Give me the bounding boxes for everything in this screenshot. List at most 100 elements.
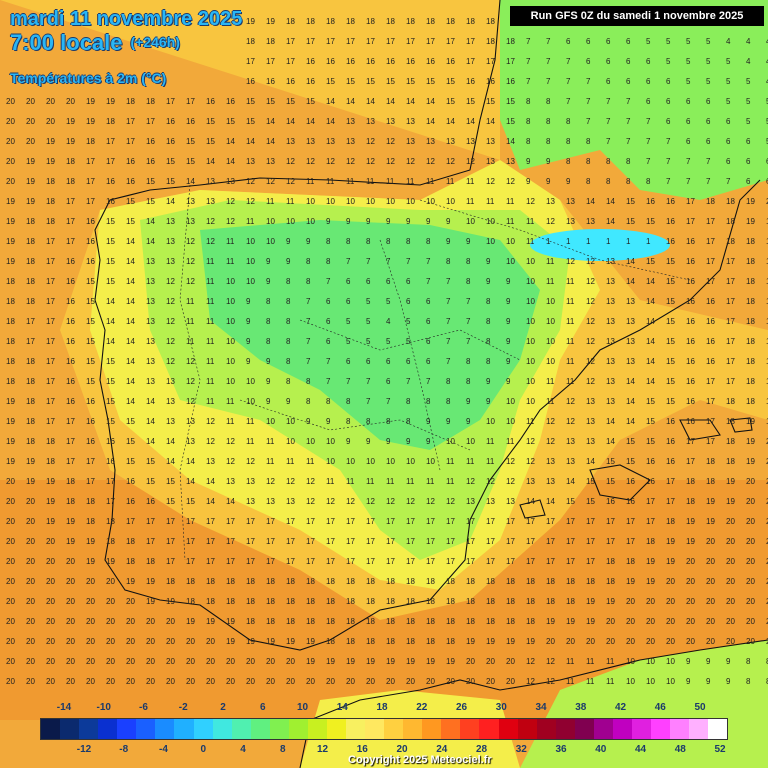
grid-value: 13: [626, 317, 635, 326]
grid-value: 13: [606, 337, 615, 346]
grid-value: 20: [86, 677, 95, 686]
grid-value: 20: [586, 637, 595, 646]
grid-value: 20: [746, 557, 755, 566]
grid-value: 18: [46, 177, 55, 186]
grid-value: 8: [586, 177, 591, 186]
grid-value: 20: [626, 637, 635, 646]
grid-value: 17: [66, 197, 75, 206]
grid-value: 15: [146, 177, 155, 186]
grid-value: 19: [46, 157, 55, 166]
grid-value: 14: [166, 457, 175, 466]
grid-value: 8: [766, 677, 768, 686]
grid-value: 14: [646, 297, 655, 306]
grid-value: 11: [546, 377, 555, 386]
grid-value: 17: [206, 517, 215, 526]
grid-value: 12: [526, 437, 535, 446]
grid-value: 5: [646, 37, 651, 46]
grid-value: 13: [586, 217, 595, 226]
legend-swatch: [574, 719, 594, 739]
grid-value: 20: [6, 577, 15, 586]
grid-value: 11: [586, 677, 595, 686]
grid-value: 9: [246, 297, 251, 306]
grid-value: 19: [766, 337, 768, 346]
grid-value: 4: [766, 77, 768, 86]
grid-value: 17: [446, 37, 455, 46]
grid-value: 10: [286, 217, 295, 226]
grid-value: 18: [746, 237, 755, 246]
grid-value: 15: [126, 197, 135, 206]
grid-value: 19: [746, 217, 755, 226]
grid-value: 9: [506, 277, 511, 286]
grid-value: 18: [386, 617, 395, 626]
grid-value: 16: [66, 277, 75, 286]
legend-label: 4: [240, 744, 246, 755]
grid-value: 17: [206, 557, 215, 566]
grid-value: 8: [346, 397, 351, 406]
grid-value: 18: [46, 437, 55, 446]
grid-value: 18: [546, 597, 555, 606]
grid-value: 19: [146, 577, 155, 586]
grid-value: 7: [366, 257, 371, 266]
grid-value: 9: [266, 397, 271, 406]
grid-value: 14: [166, 197, 175, 206]
grid-value: 20: [46, 637, 55, 646]
legend-label: -4: [159, 744, 168, 755]
grid-value: 17: [606, 537, 615, 546]
grid-value: 15: [186, 497, 195, 506]
grid-value: 18: [606, 557, 615, 566]
grid-value: 16: [706, 297, 715, 306]
grid-value: 18: [246, 37, 255, 46]
grid-value: 17: [486, 557, 495, 566]
grid-value: 19: [26, 177, 35, 186]
grid-value: 20: [626, 617, 635, 626]
grid-value: 18: [86, 497, 95, 506]
grid-value: 17: [326, 517, 335, 526]
grid-value: 20: [26, 517, 35, 526]
grid-value: 15: [106, 257, 115, 266]
grid-value: 9: [306, 417, 311, 426]
grid-value: 16: [426, 57, 435, 66]
grid-value: 7: [466, 337, 471, 346]
grid-value: 6: [346, 277, 351, 286]
grid-value: 19: [126, 577, 135, 586]
grid-value: 17: [66, 437, 75, 446]
grid-value: 17: [266, 537, 275, 546]
grid-value: 16: [686, 297, 695, 306]
grid-value: 13: [486, 157, 495, 166]
grid-value: 20: [726, 517, 735, 526]
grid-value: 8: [286, 337, 291, 346]
grid-value: 20: [206, 637, 215, 646]
grid-value: 18: [146, 557, 155, 566]
grid-value: 20: [226, 657, 235, 666]
grid-value: 11: [346, 177, 355, 186]
grid-value: 18: [746, 277, 755, 286]
grid-value: 13: [546, 477, 555, 486]
grid-value: 9: [426, 417, 431, 426]
grid-value: 16: [406, 57, 415, 66]
legend-label: 34: [535, 702, 547, 713]
grid-value: 13: [366, 117, 375, 126]
grid-value: 17: [286, 57, 295, 66]
grid-value: 6: [666, 117, 671, 126]
grid-value: 17: [386, 557, 395, 566]
grid-value: 12: [486, 477, 495, 486]
region-border-1: [299, 319, 521, 361]
grid-value: 15: [286, 97, 295, 106]
grid-value: 19: [706, 517, 715, 526]
grid-value: 20: [346, 677, 355, 686]
grid-value: 17: [346, 517, 355, 526]
grid-value: 15: [666, 337, 675, 346]
grid-value: 12: [526, 457, 535, 466]
grid-value: 20: [6, 637, 15, 646]
grid-value: 9: [386, 217, 391, 226]
grid-value: 18: [466, 597, 475, 606]
grid-value: 20: [766, 457, 768, 466]
grid-value: 13: [206, 177, 215, 186]
grid-value: 20: [26, 677, 35, 686]
grid-value: 9: [526, 157, 531, 166]
grid-value: 9: [426, 437, 431, 446]
grid-value: 18: [106, 537, 115, 546]
grid-value: 6: [726, 137, 731, 146]
grid-value: 5: [366, 337, 371, 346]
grid-value: 20: [466, 657, 475, 666]
